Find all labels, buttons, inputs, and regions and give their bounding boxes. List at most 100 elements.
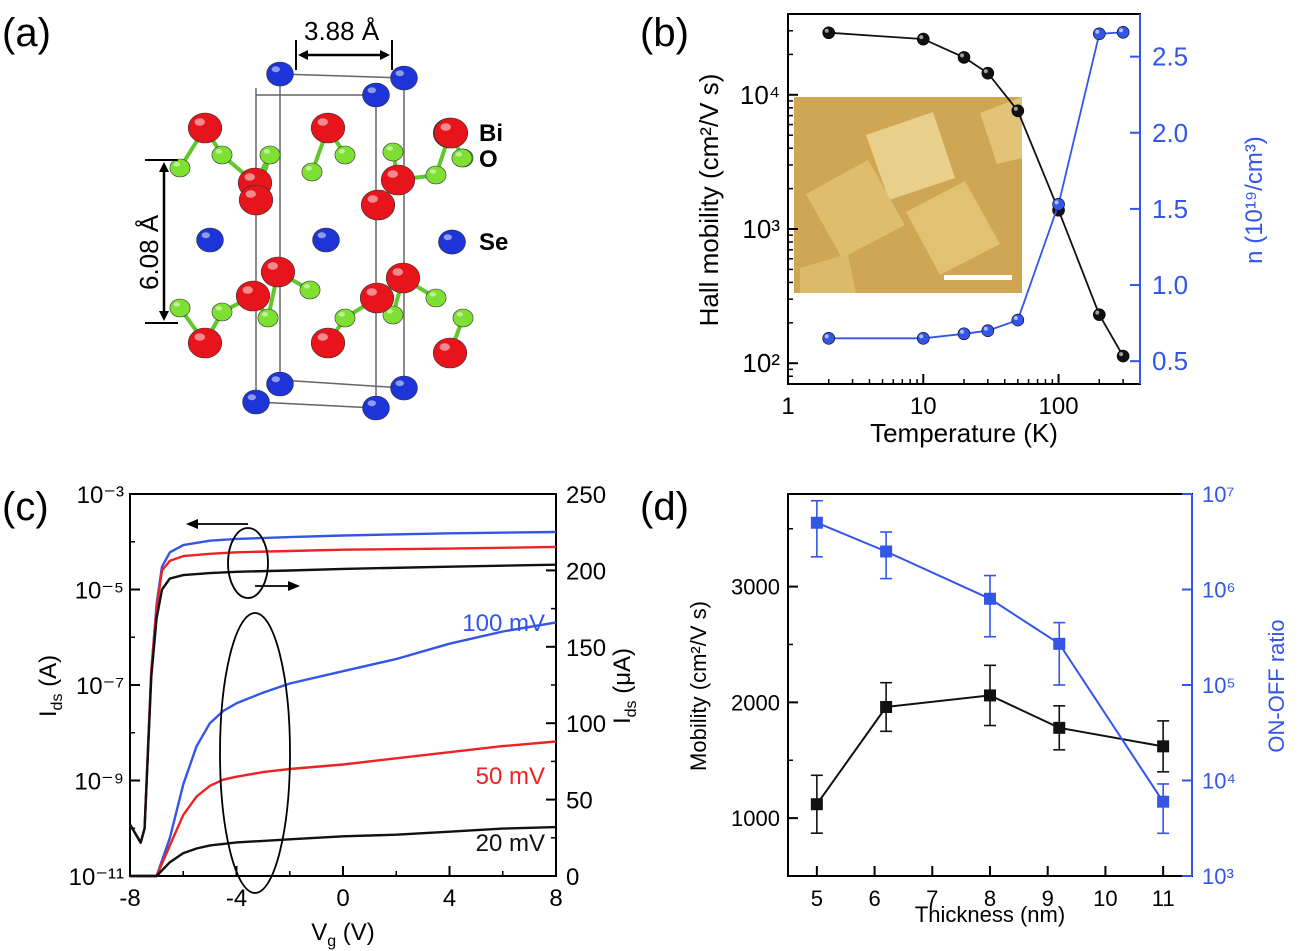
legend-se-atom-highlight — [443, 234, 452, 241]
bi-atom-highlight — [244, 173, 255, 181]
bi-atom — [187, 327, 223, 359]
legend-se-atom — [438, 229, 466, 255]
o-atom-highlight — [303, 284, 310, 289]
b-ylabel: Hall mobility (cm²/V s) — [694, 74, 724, 327]
bi-atom-highlight — [194, 118, 205, 126]
d-y2tick-label: 10⁷ — [1202, 482, 1234, 507]
d-point — [880, 545, 893, 558]
d-y2tick-label: 10⁵ — [1202, 673, 1236, 698]
bi-atom-highlight — [317, 333, 328, 341]
bi-atom — [380, 164, 416, 196]
o-atom — [382, 142, 404, 162]
se-atom-highlight — [367, 87, 376, 94]
d-point — [810, 516, 823, 529]
b-point — [957, 327, 971, 341]
c-y2tick-label: 250 — [566, 482, 606, 509]
o-atom — [299, 280, 321, 300]
lattice-a-label: 3.88 Å — [304, 16, 380, 46]
o-atom-highlight — [386, 146, 393, 151]
legend-se: Se — [479, 229, 508, 256]
se-atom-highlight — [395, 70, 404, 77]
bi-atom — [260, 256, 296, 288]
bi-atom — [359, 282, 395, 314]
b-point-highlight — [1095, 310, 1100, 315]
c-series-line — [128, 530, 557, 844]
cell-edge — [279, 379, 405, 389]
c-y2tick-label: 50 — [566, 788, 593, 815]
se-atom-highlight — [271, 66, 280, 73]
bi-atom — [187, 112, 223, 144]
b-ytick-label: 10³ — [742, 214, 780, 244]
o-atom-highlight — [456, 312, 463, 317]
d-y2tick-label: 10³ — [1202, 864, 1234, 889]
b-point — [1116, 25, 1130, 39]
c-series-100mv-label: 100 mV — [462, 610, 545, 637]
c-series-line — [128, 563, 557, 844]
b-ylabel2: n (10¹⁹/cm³) — [1241, 136, 1268, 264]
d-xtick-label: 10 — [1093, 886, 1117, 911]
loop-right-annotation — [219, 612, 291, 894]
se-atom — [390, 375, 418, 401]
c-y2tick-label: 200 — [566, 558, 606, 585]
c-ytick-label: 10⁻⁷ — [76, 673, 124, 700]
panel-d-label: (d) — [640, 485, 689, 529]
c-series-50mv-label: 50 mV — [476, 763, 545, 790]
o-atom-highlight — [215, 306, 223, 311]
cell-edge — [255, 401, 377, 409]
c-series-line — [130, 825, 557, 878]
b-point — [822, 332, 836, 345]
d-ylabel: Mobility (cm²/V s) — [686, 601, 711, 771]
se-atom-highlight — [367, 400, 376, 407]
d-xtick-label: 7 — [926, 886, 938, 911]
d-point — [984, 689, 996, 702]
bi-atom — [235, 280, 271, 312]
panel-d-chart: 5 6 7 8 9 10 11 1000 2000 3000 10³ 10⁴ 10⁵ 10⁶ 10⁷ Thi… — [686, 482, 1289, 927]
bi-atom — [432, 337, 468, 369]
bi-atom-highlight — [317, 118, 328, 126]
se-atom — [312, 227, 340, 253]
b-point-highlight — [983, 326, 988, 331]
se-atom — [390, 65, 418, 91]
c-ytick-label: 10⁻⁹ — [74, 769, 124, 796]
b-series-line — [828, 31, 1124, 357]
legend-o-atom — [451, 148, 473, 168]
b-point — [1116, 349, 1130, 363]
d-ytick-label: 2000 — [731, 690, 780, 715]
scale-bar — [944, 275, 1012, 280]
b-point-highlight — [983, 69, 988, 74]
b-point-highlight — [1013, 316, 1018, 321]
b-point — [916, 32, 930, 46]
c-ylabel2: Ids (μA) — [609, 648, 640, 724]
se-atom — [266, 371, 294, 397]
o-atom — [425, 165, 447, 185]
b-point-highlight — [1119, 28, 1124, 33]
d-y2tick-label: 10⁶ — [1202, 578, 1236, 603]
b-point-highlight — [960, 53, 964, 58]
bi-atom — [360, 189, 396, 221]
b-y2tick-label: 1.0 — [1152, 270, 1188, 300]
d-ylabel2: ON-OFF ratio — [1264, 619, 1289, 752]
c-xtick-label: 4 — [443, 885, 456, 912]
bi-atom — [385, 262, 421, 294]
c-xtick-label: -8 — [119, 885, 140, 912]
d-point — [810, 798, 823, 811]
d-xtick-label: 5 — [811, 886, 823, 911]
se-atom-highlight — [247, 394, 256, 401]
o-atom — [257, 308, 279, 328]
b-xtick-label: 10 — [910, 393, 937, 420]
d-point — [984, 592, 996, 605]
b-xtick-label: 1 — [781, 393, 794, 420]
se-atom — [242, 389, 270, 415]
b-point-highlight — [824, 28, 829, 33]
panel-c-chart: -8 -4 0 4 8 10⁻¹¹ 10⁻⁹ 10⁻⁷ 10⁻⁵ 10⁻³ 0 50 100 150 200… — [35, 482, 640, 950]
b-point-highlight — [1095, 29, 1100, 34]
se-atom — [266, 61, 294, 87]
bi-atom-highlight — [267, 262, 278, 270]
b-point — [957, 51, 971, 64]
o-atom — [334, 145, 356, 165]
o-atom — [301, 162, 323, 182]
lattice-c-label: 6.08 Å — [134, 214, 164, 290]
panel-b-label: (b) — [640, 11, 689, 55]
b-y2tick-label: 0.5 — [1152, 346, 1188, 376]
b-ytick-label: 10² — [742, 348, 780, 378]
